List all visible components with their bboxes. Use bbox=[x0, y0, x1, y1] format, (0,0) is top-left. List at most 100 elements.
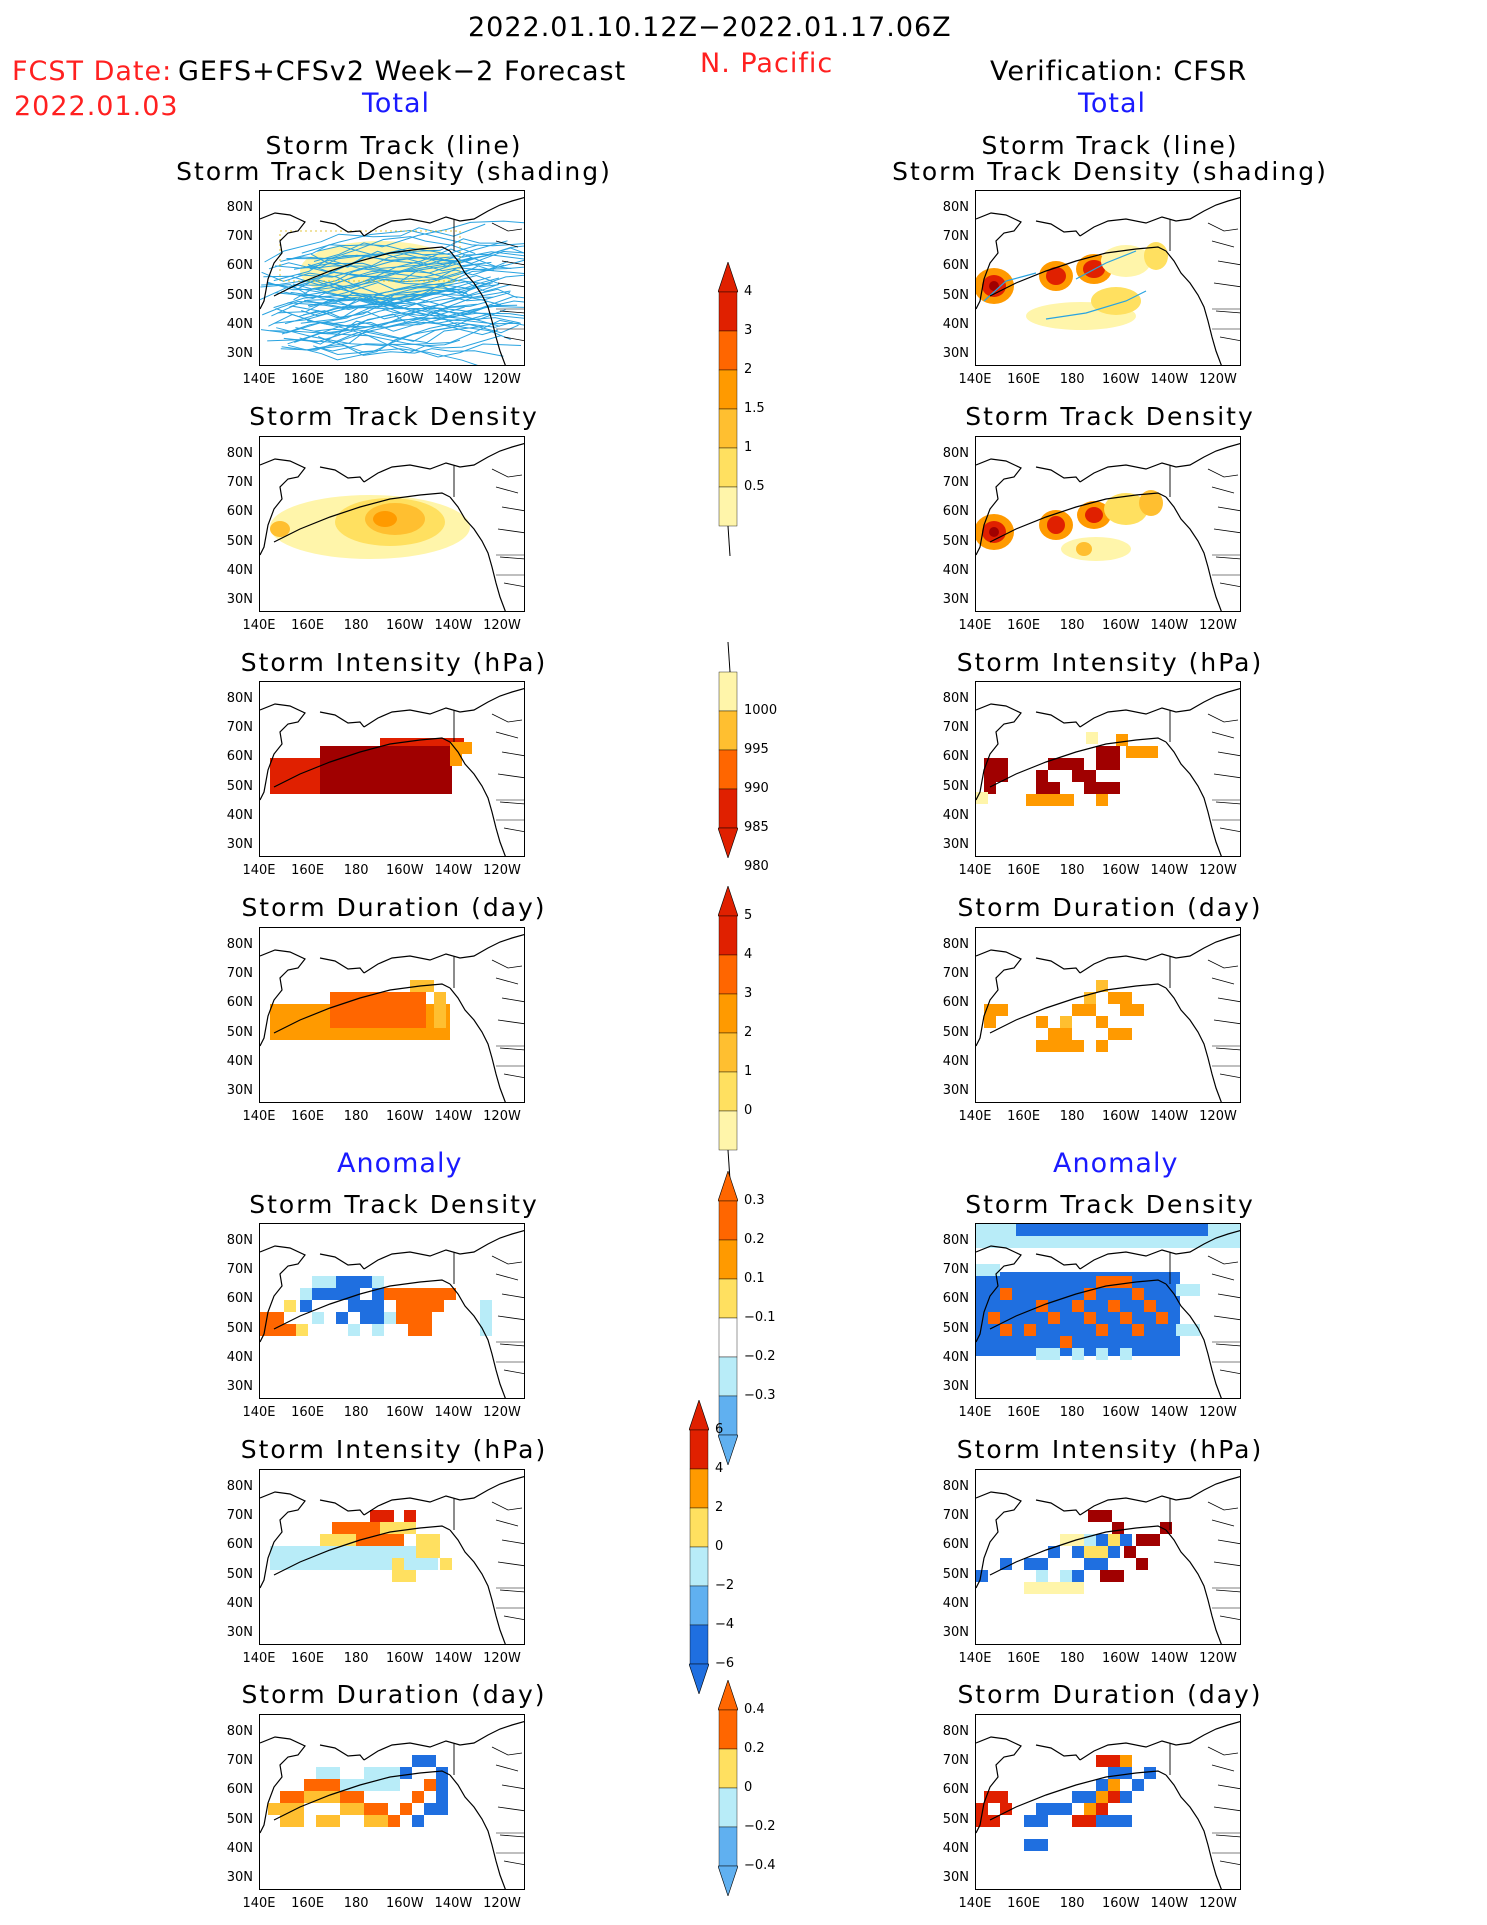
colorbar-density-anom-bar bbox=[717, 1170, 739, 1466]
lon-tick-label: 120W bbox=[1199, 1109, 1237, 1124]
lon-tick-label: 160E bbox=[1007, 1651, 1041, 1666]
colorbar-tick-label: 1.5 bbox=[744, 401, 765, 416]
lat-tick-label: 60N bbox=[226, 1537, 253, 1553]
lon-tick-label: 140W bbox=[1150, 1405, 1189, 1420]
lat-tick-label: 80N bbox=[226, 446, 253, 461]
lon-tick-label: 160E bbox=[1007, 372, 1041, 387]
lat-tick-label: 50N bbox=[942, 1811, 969, 1827]
map-panel-a-density-left bbox=[259, 1223, 525, 1399]
lat-tick-label: 80N bbox=[942, 1233, 969, 1248]
map-plot-density-left bbox=[260, 442, 524, 611]
lat-tick-label: 40N bbox=[226, 1053, 253, 1069]
panel-title-track-line-right: Storm Track (line) bbox=[981, 131, 1239, 160]
lat-tick-label: 50N bbox=[226, 1320, 253, 1336]
lat-tick-label: 70N bbox=[942, 966, 969, 982]
lon-tick-label: 180 bbox=[1059, 1405, 1085, 1420]
lon-tick-label: 140E bbox=[958, 863, 992, 878]
model-label: GEFS+CFSv2 Week−2 Forecast bbox=[178, 56, 627, 87]
colorbar-tick-label: 6 bbox=[715, 1422, 724, 1437]
lat-tick-label: 30N bbox=[942, 1870, 969, 1885]
lon-tick-label: 160E bbox=[291, 1896, 325, 1911]
colorbar-tick-label: 1 bbox=[744, 440, 753, 455]
colorbar-tick-label: 985 bbox=[744, 820, 769, 835]
panel-title-anom-intensity-left: Storm Intensity (hPa) bbox=[240, 1435, 548, 1464]
colorbar-duration-anom-bar bbox=[717, 1679, 739, 1897]
lon-tick-label: 180 bbox=[343, 1896, 369, 1911]
lat-tick-label: 80N bbox=[226, 200, 253, 215]
map-plot-track-right bbox=[976, 196, 1240, 365]
lon-tick-label: 160E bbox=[291, 1405, 325, 1420]
panel-title-anom-intensity-right: Storm Intensity (hPa) bbox=[956, 1435, 1264, 1464]
lon-tick-label: 160W bbox=[1101, 618, 1140, 633]
lat-tick-label: 60N bbox=[226, 995, 253, 1011]
lon-tick-label: 140W bbox=[434, 1651, 473, 1666]
lat-tick-label: 50N bbox=[942, 1566, 969, 1582]
lat-tick-label: 80N bbox=[226, 937, 253, 952]
lat-tick-label: 30N bbox=[942, 1379, 969, 1394]
map-panel-track-right bbox=[975, 190, 1241, 366]
lat-tick-label: 60N bbox=[226, 749, 253, 765]
colorbar-tick-label: 3 bbox=[744, 986, 753, 1001]
lon-tick-label: 140E bbox=[958, 372, 992, 387]
lat-tick-label: 70N bbox=[942, 1262, 969, 1278]
lon-tick-label: 120W bbox=[1199, 863, 1237, 878]
lon-tick-label: 120W bbox=[483, 372, 521, 387]
colorbar-density-anom: 0.3 0.2 0.1 −0.1 −0.2 −0.3 bbox=[717, 1170, 776, 1469]
colorbar-tick-label: 0 bbox=[744, 1780, 753, 1795]
period-title: 2022.01.10.12Z−2022.01.17.06Z bbox=[468, 12, 952, 43]
lon-tick-label: 160W bbox=[385, 618, 424, 633]
lon-tick-label: 140E bbox=[958, 1405, 992, 1420]
colorbar-intensity-anom-bar bbox=[688, 1399, 710, 1695]
map-plot-duration-right bbox=[976, 933, 1240, 1102]
lat-tick-label: 40N bbox=[942, 807, 969, 823]
lat-tick-label: 70N bbox=[942, 229, 969, 245]
lon-tick-label: 120W bbox=[1199, 372, 1237, 387]
lon-tick-label: 180 bbox=[343, 1109, 369, 1124]
lon-tick-label: 160W bbox=[1101, 1651, 1140, 1666]
lon-tick-label: 160W bbox=[385, 1405, 424, 1420]
lon-tick-label: 140W bbox=[1150, 1896, 1189, 1911]
colorbar-tick-label: 0.2 bbox=[744, 1232, 765, 1247]
lon-tick-label: 160E bbox=[291, 618, 325, 633]
colorbar-tick-label: −2 bbox=[715, 1578, 735, 1593]
lat-tick-label: 40N bbox=[226, 1840, 253, 1856]
map-plot-a-duration-right bbox=[976, 1720, 1240, 1889]
lat-tick-label: 70N bbox=[226, 1262, 253, 1278]
map-panel-a-intensity-right bbox=[975, 1469, 1241, 1645]
lon-tick-label: 140W bbox=[434, 1405, 473, 1420]
lat-tick-label: 70N bbox=[226, 475, 253, 491]
colorbar-tick-label: −0.1 bbox=[744, 1310, 776, 1325]
lon-tick-label: 120W bbox=[1199, 1651, 1237, 1666]
lat-tick-label: 40N bbox=[226, 1595, 253, 1611]
lon-tick-label: 120W bbox=[483, 1651, 521, 1666]
map-panel-intensity-left bbox=[259, 681, 525, 857]
fcst-date-value: 2022.01.03 bbox=[14, 91, 179, 122]
panel-title-density-right: Storm Track Density bbox=[965, 402, 1255, 431]
lat-tick-label: 60N bbox=[226, 1782, 253, 1798]
lon-tick-label: 120W bbox=[483, 1109, 521, 1124]
map-plot-a-intensity-left bbox=[260, 1475, 524, 1644]
lon-tick-label: 160W bbox=[1101, 1109, 1140, 1124]
colorbar-tick-label: 995 bbox=[744, 742, 769, 757]
lon-tick-label: 120W bbox=[1199, 1896, 1237, 1911]
map-plot-a-duration-left bbox=[260, 1720, 524, 1889]
lon-tick-label: 120W bbox=[1199, 1405, 1237, 1420]
panel-title-intensity-left: Storm Intensity (hPa) bbox=[240, 648, 548, 677]
lon-tick-label: 160E bbox=[1007, 1109, 1041, 1124]
colorbar-tick-label: 0.4 bbox=[744, 1702, 765, 1717]
lon-tick-label: 180 bbox=[1059, 1651, 1085, 1666]
lon-tick-label: 160W bbox=[385, 1651, 424, 1666]
lon-tick-label: 140E bbox=[242, 1109, 276, 1124]
lon-tick-label: 180 bbox=[1059, 618, 1085, 633]
lat-tick-label: 40N bbox=[942, 1840, 969, 1856]
lat-tick-label: 80N bbox=[226, 691, 253, 706]
lon-tick-label: 140W bbox=[434, 1109, 473, 1124]
lon-tick-label: 180 bbox=[1059, 1896, 1085, 1911]
lat-tick-label: 80N bbox=[942, 937, 969, 952]
lon-tick-label: 140E bbox=[958, 1896, 992, 1911]
section-anomaly-right: Anomaly bbox=[1053, 1148, 1179, 1179]
lat-tick-label: 80N bbox=[942, 691, 969, 706]
lat-tick-label: 80N bbox=[942, 1724, 969, 1739]
lon-tick-label: 160E bbox=[1007, 1405, 1041, 1420]
colorbar-tick-label: 990 bbox=[744, 781, 769, 796]
